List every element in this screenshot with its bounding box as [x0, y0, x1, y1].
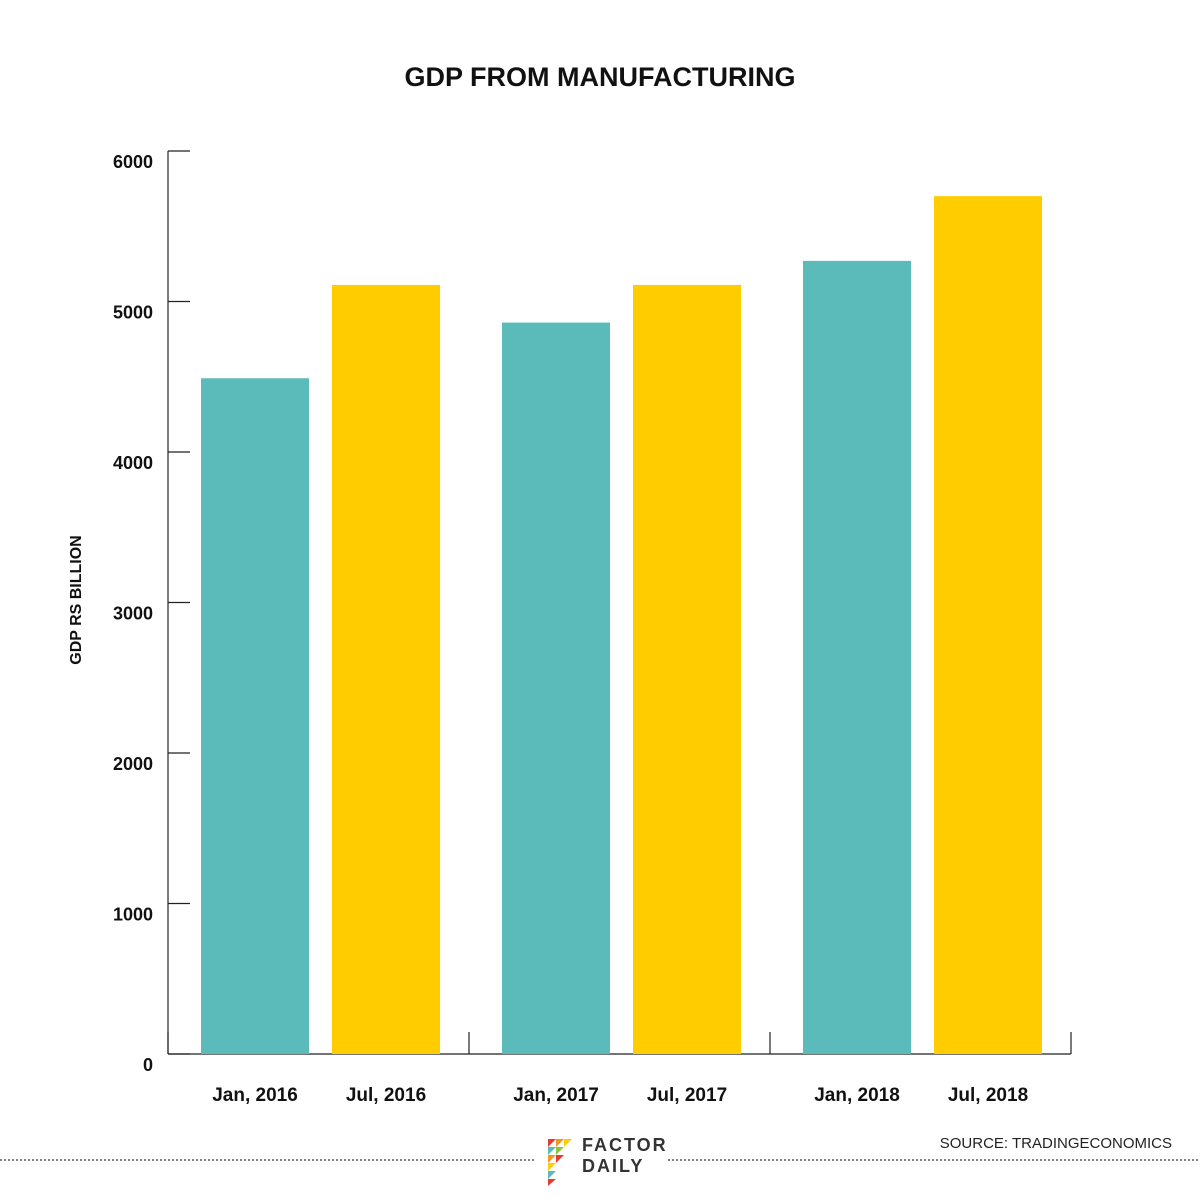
- footer: FACTOR DAILY SOURCE: TRADINGECONOMICS: [0, 1135, 1200, 1186]
- bar: [332, 284, 440, 1054]
- logo-text-line1: FACTOR: [582, 1135, 668, 1155]
- x-category-label: Jul, 2017: [647, 1085, 727, 1106]
- y-tick-label: 3000: [113, 604, 153, 624]
- x-category-label: Jan, 2018: [814, 1085, 900, 1106]
- x-category-label: Jan, 2016: [212, 1085, 298, 1106]
- bars-group: [201, 196, 1042, 1054]
- x-category-label: Jan, 2017: [513, 1085, 599, 1106]
- y-tick-label: 5000: [113, 303, 153, 323]
- bar: [633, 284, 741, 1054]
- factordaily-logo-icon: [548, 1139, 572, 1186]
- y-axis: 0 1000 2000 3000 4000 5000 6000: [113, 150, 190, 1075]
- y-tick-label: 0: [143, 1055, 153, 1075]
- category-labels: Jan, 2016 Jul, 2016 Jan, 2017 Jul, 2017 Jan,…: [212, 1085, 1028, 1106]
- y-tick-label: 2000: [113, 754, 153, 774]
- y-tick-label: 6000: [113, 152, 153, 172]
- y-tick-label: 4000: [113, 453, 153, 473]
- x-category-label: Jul, 2016: [346, 1085, 426, 1106]
- x-axis: [167, 1032, 1072, 1055]
- y-tick-label: 1000: [113, 905, 153, 925]
- source-note: SOURCE: TRADINGECONOMICS: [940, 1135, 1172, 1152]
- bar: [201, 378, 309, 1054]
- bar: [502, 322, 610, 1054]
- chart-title: GDP FROM MANUFACTURING: [405, 62, 796, 92]
- bar: [934, 196, 1042, 1054]
- y-axis-label: GDP RS BILLION: [68, 535, 85, 665]
- x-category-label: Jul, 2018: [948, 1085, 1028, 1106]
- logo-text-line2: DAILY: [582, 1156, 644, 1176]
- bar: [803, 260, 911, 1054]
